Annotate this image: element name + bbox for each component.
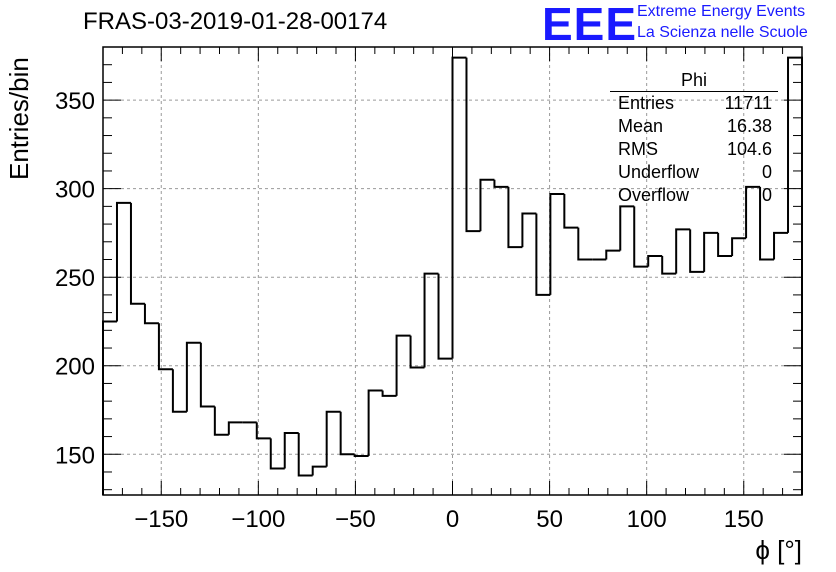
eee-tagline-1: Extreme Energy Events: [637, 3, 806, 20]
y-axis-label: Entries/bin: [4, 57, 34, 180]
x-axis-ticks: −150 −100 −50 0 50 100 150: [102, 47, 803, 533]
x-tick-label: 100: [627, 506, 667, 533]
histogram-bin: [619, 205, 635, 251]
histogram-bin: [661, 255, 677, 275]
stats-row: Underflow 0: [610, 161, 780, 184]
histogram-bin: [423, 272, 439, 368]
x-tick-label: −100: [231, 506, 285, 533]
histogram-bin: [115, 201, 131, 322]
histogram-bin: [633, 206, 649, 268]
histogram-bin: [745, 185, 761, 239]
histogram-bin: [102, 320, 117, 495]
histogram-bin: [731, 237, 747, 256]
stats-label: Mean: [618, 116, 664, 136]
histogram-bin: [409, 335, 425, 369]
histogram-bin: [157, 323, 173, 371]
histogram-bin: [199, 342, 215, 408]
histogram-bin: [227, 421, 243, 435]
histogram-bin: [717, 232, 733, 257]
histogram-bin: [451, 56, 467, 359]
stats-value: 0: [761, 162, 772, 182]
stats-value: 11711: [724, 93, 772, 113]
y-tick-label: 200: [55, 354, 95, 381]
stats-row: Entries 11711: [610, 92, 780, 115]
stats-label: Underflow: [618, 162, 700, 182]
histogram-bin: [535, 213, 551, 296]
stats-title: Phi: [610, 70, 778, 92]
stats-row: RMS 104.6: [610, 138, 780, 161]
y-tick-label: 350: [55, 88, 95, 115]
stats-value: 104.6: [726, 139, 772, 159]
histogram-bin: [213, 406, 229, 436]
stats-value: 16.38: [726, 116, 772, 136]
y-axis-ticks: 150 200 250 300 350: [55, 64, 802, 491]
y-tick-label: 150: [55, 442, 95, 469]
eee-logo: EEE: [542, 0, 638, 50]
x-tick-label: 50: [536, 506, 563, 533]
histogram-bin: [143, 303, 159, 325]
histogram-bin: [521, 212, 537, 248]
x-axis-label: ϕ [°]: [755, 535, 802, 565]
histogram-bin: [647, 254, 663, 267]
stats-label: Entries: [618, 93, 675, 113]
stats-value: 0: [761, 185, 772, 205]
histogram-bin: [773, 231, 789, 260]
x-tick-label: 0: [446, 506, 459, 533]
x-tick-label: −50: [335, 506, 376, 533]
x-tick-label: 150: [724, 506, 764, 533]
histogram-bin: [283, 432, 299, 469]
histogram-bin: [605, 249, 621, 260]
histogram-bin: [395, 334, 411, 396]
y-tick-label: 250: [55, 265, 95, 292]
stats-box: Phi Entries 11711 Mean 16.38 RMS 104.6 Unde…: [610, 70, 780, 207]
histogram-bin: [465, 57, 481, 233]
histogram-bin: [577, 227, 593, 261]
stats-row: Mean 16.38: [610, 115, 780, 138]
histogram-bin: [297, 433, 313, 477]
histogram-bin: [759, 186, 775, 261]
histogram-bin: [787, 56, 803, 495]
histogram-bin: [353, 454, 369, 458]
histogram-bin: [311, 465, 327, 476]
eee-tagline-2: La Scienza nelle Scuole: [637, 24, 808, 41]
chart-title: FRAS-03-2019-01-28-00174: [83, 8, 388, 35]
histogram-bin: [255, 422, 271, 440]
histogram-bin: [129, 202, 145, 305]
histogram-bin: [675, 228, 691, 274]
histogram-bin: [507, 186, 523, 249]
y-tick-label: 300: [55, 177, 95, 204]
histogram-bin: [325, 410, 341, 467]
stats-label: RMS: [618, 139, 658, 159]
histogram-bin: [549, 192, 565, 295]
histogram-bin: [339, 411, 355, 456]
histogram-bin: [437, 273, 453, 360]
histogram-bin: [479, 178, 495, 232]
histogram-bin: [689, 229, 705, 273]
histogram-bin: [563, 193, 579, 229]
histogram-bin: [381, 390, 397, 397]
histogram-bin: [185, 341, 201, 412]
stats-row: Overflow 0: [610, 184, 780, 207]
histogram-bin: [493, 179, 509, 188]
stats-label: Overflow: [618, 185, 690, 205]
histogram-bin: [171, 369, 187, 413]
x-tick-label: −150: [134, 506, 188, 533]
histogram-bin: [703, 231, 719, 272]
histogram-bin: [367, 389, 383, 457]
histogram-bin: [269, 438, 285, 470]
